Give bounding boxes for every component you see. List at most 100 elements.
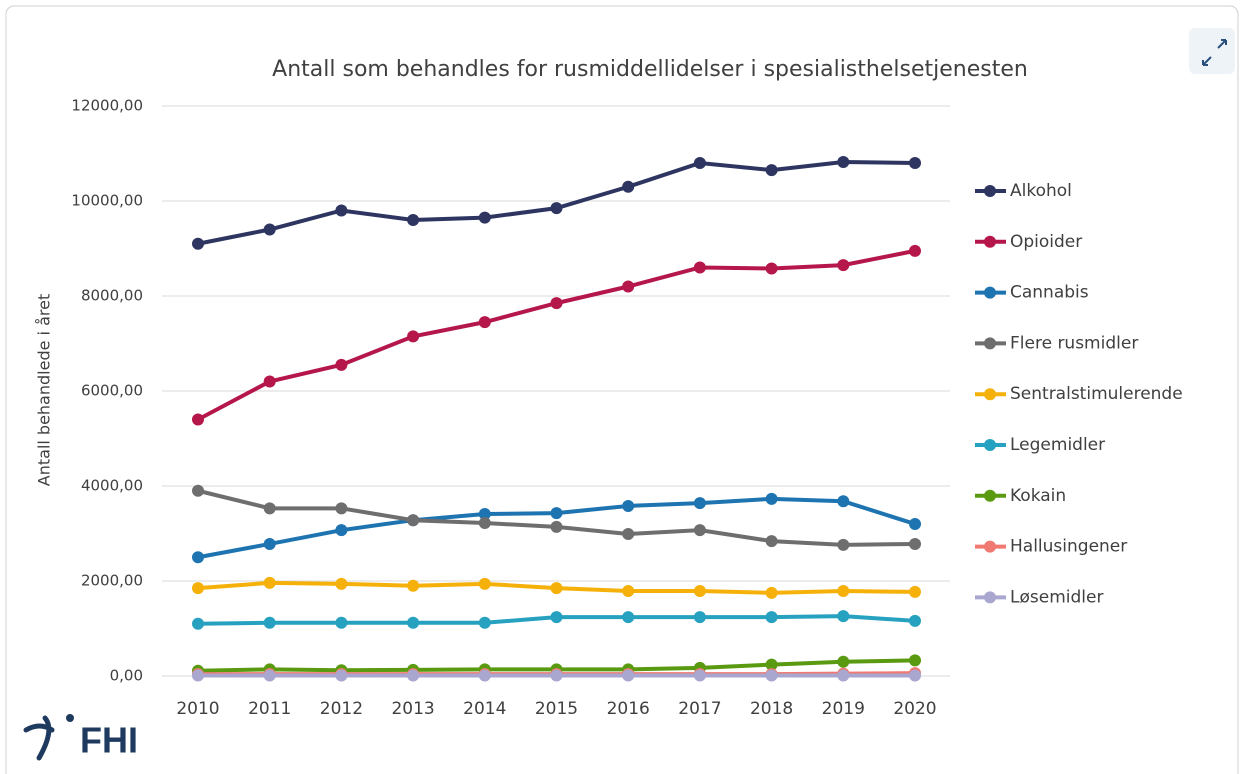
legend-label: Hallusingener xyxy=(1010,537,1127,557)
point xyxy=(622,527,635,540)
point xyxy=(909,669,921,682)
point xyxy=(837,156,850,169)
chart-title: Antall som behandles for rusmiddellidels… xyxy=(272,57,1028,82)
point xyxy=(765,164,778,177)
legend-marker xyxy=(984,439,996,451)
logo-mark xyxy=(23,715,55,761)
point xyxy=(192,669,204,682)
point xyxy=(550,297,563,310)
expand-icon[interactable] xyxy=(1202,39,1227,66)
point xyxy=(263,375,276,388)
x-tick-label: 2013 xyxy=(391,699,434,719)
point xyxy=(478,616,491,629)
point xyxy=(407,616,420,629)
point xyxy=(837,495,850,508)
point xyxy=(909,244,921,257)
y-tick-label: 0,00 xyxy=(110,667,143,685)
legend-label: Sentralstimulerende xyxy=(1010,384,1183,404)
point xyxy=(478,316,491,329)
point xyxy=(765,586,778,599)
point xyxy=(407,214,420,226)
x-tick-label: 2016 xyxy=(607,699,650,719)
point xyxy=(335,616,348,629)
point xyxy=(407,514,420,527)
point xyxy=(550,520,563,533)
point xyxy=(765,669,778,682)
y-tick-label: 2000,00 xyxy=(81,572,143,590)
point xyxy=(837,259,850,272)
point xyxy=(335,358,348,371)
legend-label: Opioider xyxy=(1010,232,1082,252)
point xyxy=(693,261,706,274)
point xyxy=(909,614,921,627)
y-tick-label: 6000,00 xyxy=(81,382,143,400)
point xyxy=(335,524,348,537)
legend-label: Kokain xyxy=(1010,486,1066,506)
point xyxy=(192,413,204,426)
point xyxy=(478,669,491,682)
point xyxy=(909,654,921,667)
legend-label: Cannabis xyxy=(1010,283,1089,303)
point xyxy=(622,611,635,624)
y-axis-label: Antall behandlede i året xyxy=(35,294,54,486)
point xyxy=(693,669,706,682)
x-tick-label: 2020 xyxy=(893,699,936,719)
point xyxy=(837,538,850,551)
point xyxy=(407,330,420,343)
legend-marker xyxy=(984,489,996,502)
expand-bg[interactable] xyxy=(1189,28,1235,74)
point xyxy=(550,611,563,624)
x-tick-label: 2015 xyxy=(535,699,578,719)
legend-marker xyxy=(984,591,996,604)
legend-label: Legemidler xyxy=(1010,435,1105,455)
point xyxy=(550,202,563,215)
point xyxy=(765,492,778,505)
point xyxy=(335,502,348,515)
point xyxy=(693,157,706,169)
point xyxy=(478,508,491,521)
x-tick-label: 2019 xyxy=(822,699,865,719)
point xyxy=(765,535,778,548)
point xyxy=(622,669,635,682)
point xyxy=(693,524,706,537)
point xyxy=(550,582,563,595)
point xyxy=(693,584,706,597)
point xyxy=(693,497,706,510)
point xyxy=(263,669,276,682)
y-tick-label: 8000,00 xyxy=(81,287,143,305)
legend-marker xyxy=(984,337,996,350)
legend-label: Flere rusmidler xyxy=(1010,333,1138,353)
point xyxy=(765,611,778,624)
point xyxy=(478,211,491,224)
point xyxy=(335,204,348,217)
x-tick-label: 2018 xyxy=(750,699,793,719)
point xyxy=(263,616,276,629)
legend-label: Løsemidler xyxy=(1010,587,1103,607)
legend-marker xyxy=(984,540,996,553)
point xyxy=(765,658,778,671)
point xyxy=(263,576,276,589)
point xyxy=(909,585,921,598)
point xyxy=(693,611,706,624)
x-tick-label: 2017 xyxy=(678,699,721,719)
legend-marker xyxy=(984,235,996,248)
point xyxy=(478,577,491,590)
expand-button[interactable] xyxy=(1189,28,1235,74)
point xyxy=(478,517,491,530)
point xyxy=(335,577,348,590)
legend-marker xyxy=(984,185,996,197)
legend-label: Alkohol xyxy=(1010,181,1072,201)
x-tick-label: 2012 xyxy=(320,699,363,719)
point xyxy=(192,551,204,564)
legend-marker xyxy=(984,286,996,299)
point xyxy=(837,655,850,668)
point xyxy=(765,262,778,275)
point xyxy=(837,610,850,623)
point xyxy=(550,507,563,520)
x-tick-label: 2011 xyxy=(248,699,291,719)
x-tick-label: 2014 xyxy=(463,699,506,719)
logo-dot xyxy=(66,714,74,722)
point xyxy=(909,518,921,530)
legend-marker xyxy=(984,388,996,401)
